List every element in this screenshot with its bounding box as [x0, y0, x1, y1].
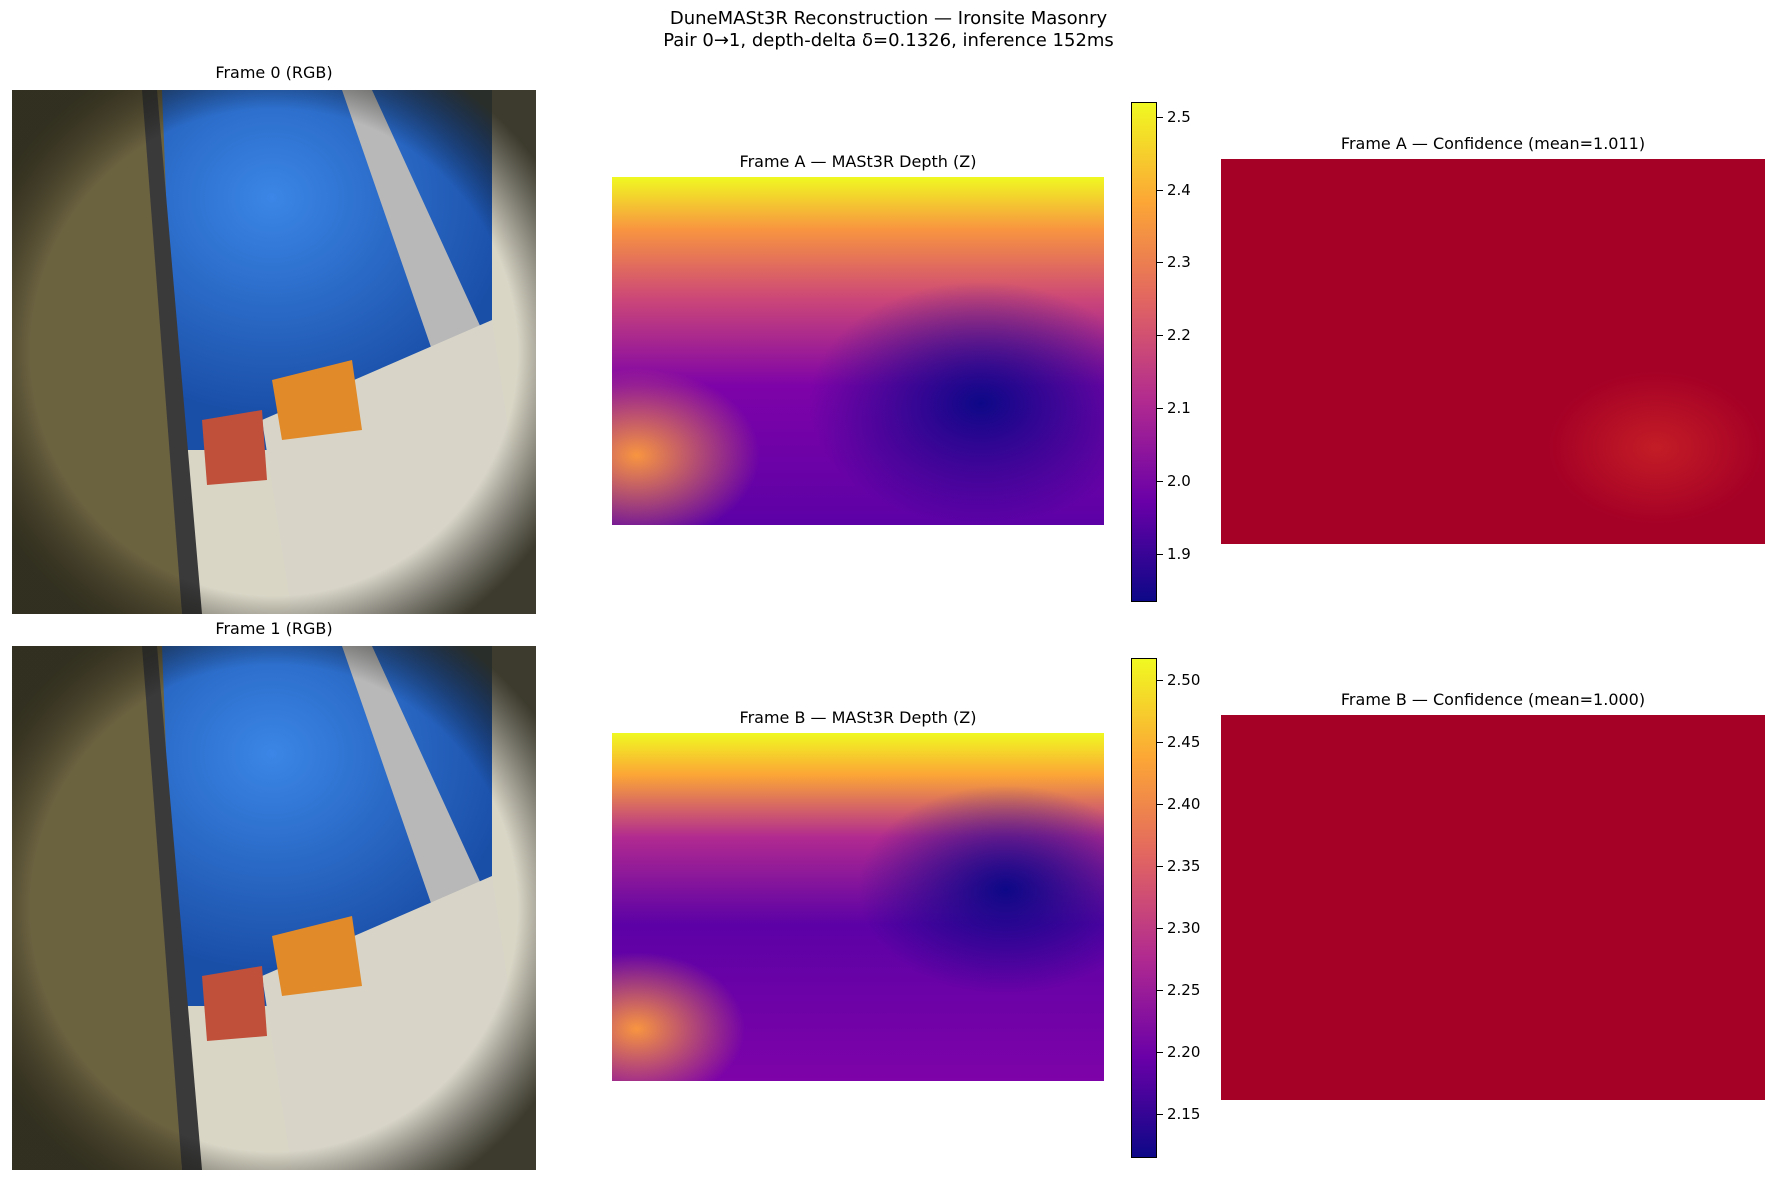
colorbarA	[1131, 102, 1157, 602]
colorbarA-tick: 2.1	[1167, 399, 1191, 417]
colorbarB-tick: 2.20	[1167, 1043, 1201, 1061]
colorbarB-tick: 2.35	[1167, 857, 1201, 875]
colorbarB-tick: 2.15	[1167, 1105, 1201, 1123]
colorbarA-tick: 1.9	[1167, 545, 1191, 563]
depthA-map	[612, 177, 1104, 525]
confB-title: Frame B — Confidence (mean=1.000)	[1340, 690, 1646, 709]
figure-title: DuneMASt3R Reconstruction — Ironsite Mas…	[0, 8, 1777, 52]
rgb1-image	[12, 646, 536, 1170]
figure-title-line1: DuneMASt3R Reconstruction — Ironsite Mas…	[669, 8, 1108, 29]
confA-title: Frame A — Confidence (mean=1.011)	[1340, 134, 1646, 153]
rgb0-image	[12, 90, 536, 614]
colorbarB-tick: 2.40	[1167, 795, 1201, 813]
depthA-title: Frame A — MASt3R Depth (Z)	[739, 152, 977, 171]
colorbarA-tick: 2.2	[1167, 326, 1191, 344]
depthB-title: Frame B — MASt3R Depth (Z)	[739, 708, 977, 727]
colorbarB-tick: 2.50	[1167, 671, 1201, 689]
colorbarA-tick: 2.0	[1167, 472, 1191, 490]
figure-title-line2: Pair 0→1, depth-delta δ=0.1326, inferenc…	[663, 30, 1114, 51]
rgb0-title: Frame 0 (RGB)	[215, 63, 333, 82]
confA-map	[1221, 159, 1765, 544]
colorbarB-tick: 2.30	[1167, 919, 1201, 937]
depthB-map	[612, 733, 1104, 1081]
rgb1-title: Frame 1 (RGB)	[215, 619, 333, 638]
colorbarA-tick: 2.4	[1167, 181, 1191, 199]
colorbarA-tick: 2.3	[1167, 253, 1191, 271]
colorbarA-tick: 2.5	[1167, 108, 1191, 126]
colorbarB-tick: 2.25	[1167, 981, 1201, 999]
confB-map	[1221, 715, 1765, 1100]
colorbarB	[1131, 658, 1157, 1158]
colorbarB-tick: 2.45	[1167, 733, 1201, 751]
